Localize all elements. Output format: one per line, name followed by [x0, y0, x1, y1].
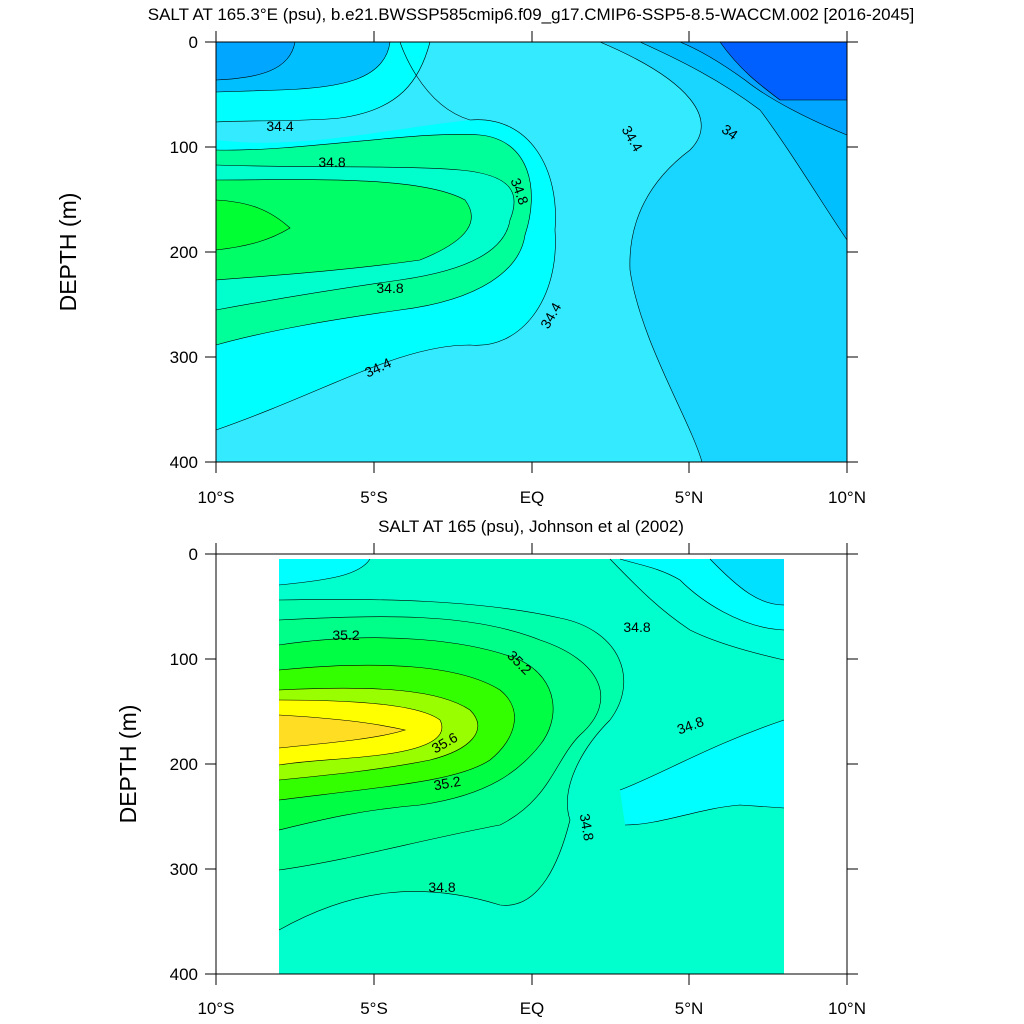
bottom-ytick-400: 400	[170, 965, 198, 984]
bottom-xtick-5s: 5°S	[360, 999, 388, 1018]
top-x-tick-labels: 10°S 5°S EQ 5°N 10°N	[197, 488, 866, 507]
bottom-xtick-10n: 10°N	[828, 999, 866, 1018]
bottom-ytick-300: 300	[170, 860, 198, 879]
bottom-xtick-5n: 5°N	[675, 999, 704, 1018]
top-ytick-300: 300	[170, 348, 198, 367]
bottom-y-axis-label: DEPTH (m)	[115, 705, 141, 824]
bottom-y-tick-labels: 0 100 200 300 400	[170, 545, 198, 984]
bottom-clabel-2: 34.8	[623, 619, 650, 635]
top-major-ticks	[205, 31, 858, 473]
top-fill-35-2	[216, 200, 290, 250]
bottom-x-tick-labels: 10°S 5°S EQ 5°N 10°N	[197, 999, 866, 1018]
bottom-contour-lines	[278, 558, 785, 931]
bottom-clabel-6: 34.8	[577, 812, 598, 842]
top-clabel-0: 34.4	[266, 118, 293, 134]
bottom-fill-east-subsurface	[620, 720, 784, 825]
top-chart-title: SALT AT 165.3°E (psu), b.e21.BWSSP585cmi…	[148, 5, 915, 24]
top-fill-east-deep	[600, 42, 847, 462]
top-panel: 34.4 34.8 34.8 34.8 34.4 34.4 34.4 34	[55, 5, 914, 507]
top-fill-west-core	[216, 42, 295, 80]
bottom-clabel-0: 35.2	[332, 627, 359, 643]
bottom-panel: 35.2 35.2 34.8 35.6 34.8 35.2 34.8 34.8	[115, 517, 866, 1018]
bottom-clabel-5: 35.2	[432, 773, 462, 794]
bottom-ytick-200: 200	[170, 755, 198, 774]
bottom-fill-west-fresh	[279, 559, 370, 585]
top-ytick-100: 100	[170, 138, 198, 157]
top-y-tick-labels: 0 100 200 300 400	[170, 33, 198, 472]
bottom-xtick-10s: 10°S	[197, 999, 234, 1018]
bottom-fill-east-core	[710, 559, 784, 605]
top-xtick-10n: 10°N	[828, 488, 866, 507]
top-xtick-5n: 5°N	[675, 488, 704, 507]
top-ytick-200: 200	[170, 243, 198, 262]
top-contour-lines	[215, 41, 848, 463]
top-clabel-3: 34.8	[376, 280, 403, 296]
top-fill-east-core	[720, 42, 847, 100]
top-y-axis-label: DEPTH (m)	[55, 193, 81, 312]
top-xtick-10s: 10°S	[197, 488, 234, 507]
bottom-chart-title: SALT AT 165 (psu), Johnson et al (2002)	[378, 517, 684, 536]
bottom-major-ticks	[205, 543, 858, 985]
top-clabel-1: 34.8	[318, 154, 345, 170]
top-xtick-5s: 5°S	[360, 488, 388, 507]
top-ytick-0: 0	[189, 33, 198, 52]
bottom-ytick-100: 100	[170, 650, 198, 669]
top-xtick-eq: EQ	[520, 488, 545, 507]
bottom-xtick-eq: EQ	[520, 999, 545, 1018]
top-fill-35-0	[216, 179, 472, 280]
bottom-fill-35-7	[279, 715, 405, 748]
bottom-ytick-0: 0	[189, 545, 198, 564]
bottom-clabel-7: 34.8	[428, 879, 455, 895]
top-ytick-400: 400	[170, 453, 198, 472]
